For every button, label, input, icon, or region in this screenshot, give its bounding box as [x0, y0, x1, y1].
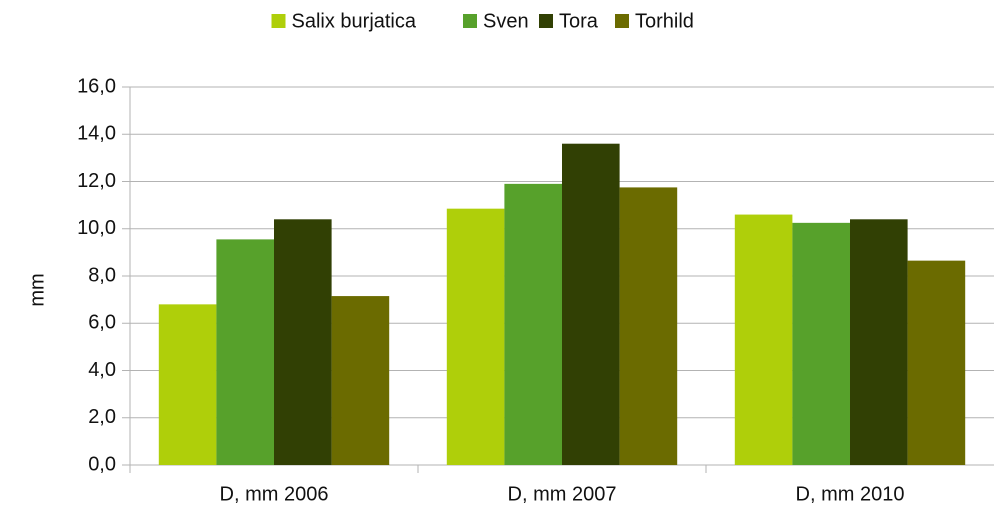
bar — [447, 209, 505, 465]
x-tick-label: D, mm 2006 — [220, 483, 329, 505]
legend-label: Torhild — [635, 10, 694, 32]
y-tick-label: 14,0 — [77, 123, 116, 145]
y-tick-label: 12,0 — [77, 170, 116, 192]
y-tick-label: 8,0 — [88, 264, 116, 286]
legend-swatch — [463, 14, 477, 28]
y-tick-label: 0,0 — [88, 453, 116, 475]
bar — [620, 187, 678, 465]
legend-label: Tora — [559, 10, 599, 32]
bar — [735, 215, 793, 465]
x-tick-label: D, mm 2007 — [508, 483, 617, 505]
y-tick-label: 10,0 — [77, 217, 116, 239]
bar — [274, 219, 332, 465]
y-tick-label: 2,0 — [88, 406, 116, 428]
y-axis-label: mm — [26, 273, 48, 306]
legend-label: Salix burjatica — [292, 10, 417, 32]
y-tick-label: 16,0 — [77, 75, 116, 97]
bar — [504, 184, 562, 465]
y-tick-label: 6,0 — [88, 312, 116, 334]
chart: mm 0,0 2,0 4,0 6,0 8,0 10,0 12,0 14,0 16,0 D, mm … — [0, 0, 994, 512]
y-tick-label: 4,0 — [88, 359, 116, 381]
bar — [908, 261, 966, 465]
legend-swatch — [539, 14, 553, 28]
x-tick-label: D, mm 2010 — [796, 483, 905, 505]
bar — [216, 239, 274, 465]
bar — [159, 304, 217, 465]
bar — [332, 296, 390, 465]
legend-swatch — [272, 14, 286, 28]
bar — [850, 219, 908, 465]
legend-swatch — [615, 14, 629, 28]
bar — [792, 223, 850, 465]
bar — [562, 144, 620, 465]
legend-label: Sven — [483, 10, 529, 32]
